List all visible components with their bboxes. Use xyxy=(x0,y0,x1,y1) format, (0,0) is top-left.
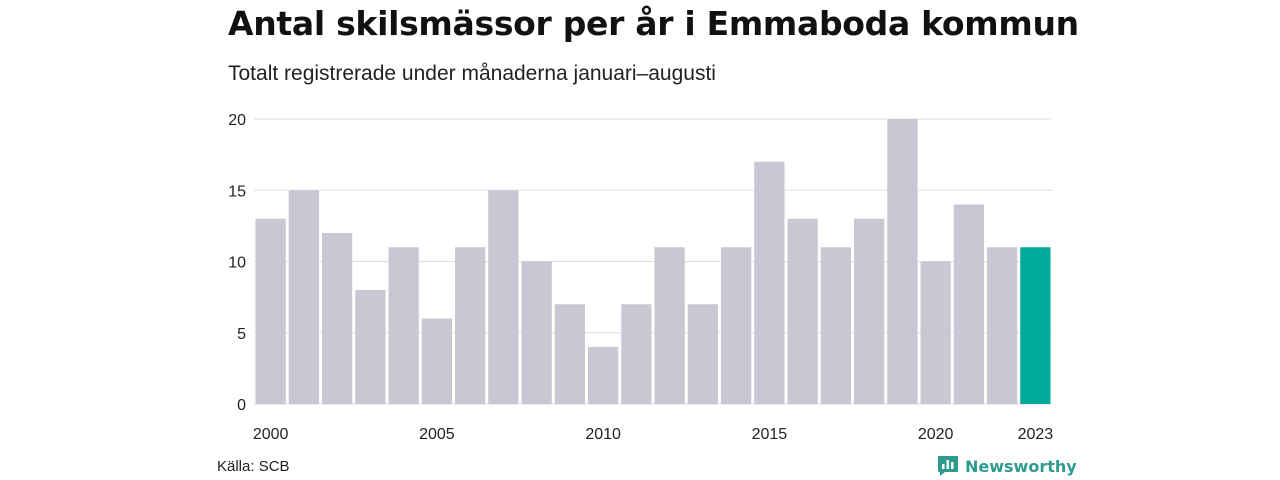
bar-2017 xyxy=(820,247,851,404)
bar-2002 xyxy=(322,233,353,404)
bar-2005 xyxy=(421,318,452,404)
bar-2013 xyxy=(687,304,718,404)
bar-2014 xyxy=(721,247,752,404)
bar-2012 xyxy=(654,247,685,404)
bar-2020 xyxy=(920,261,951,404)
bar-2006 xyxy=(455,247,486,404)
bar-2010 xyxy=(588,347,619,404)
x-tick-label: 2023 xyxy=(1018,426,1054,443)
bar-2019 xyxy=(887,119,918,404)
bar-2003 xyxy=(355,290,386,404)
bars xyxy=(255,119,1051,404)
bar-chart-speech-bubble-icon xyxy=(938,456,958,476)
y-tick-label: 5 xyxy=(237,326,246,343)
bar-2000 xyxy=(255,218,286,404)
y-axis-ticks: 0 5 10 15 20 xyxy=(228,112,246,414)
x-tick-label: 2005 xyxy=(419,426,455,443)
y-tick-label: 10 xyxy=(228,255,246,272)
source-note: Källa: SCB xyxy=(217,458,290,475)
grid-lines xyxy=(254,118,1052,405)
x-tick-label: 2000 xyxy=(253,426,289,443)
brand-logo: Newsworthy xyxy=(937,455,1077,477)
bar-2011 xyxy=(621,304,652,404)
bar-2021 xyxy=(953,204,984,404)
x-axis-ticks: 2000 2005 2010 2015 2020 2023 xyxy=(253,426,1053,443)
y-tick-label: 15 xyxy=(228,183,246,200)
chart-title: Antal skilsmässor per år i Emmaboda komm… xyxy=(228,4,1079,43)
x-tick-label: 2010 xyxy=(585,426,621,443)
bar-2023 xyxy=(1020,247,1051,404)
bar-2022 xyxy=(987,247,1018,404)
bar-2008 xyxy=(521,261,552,404)
bar-2004 xyxy=(388,247,419,404)
bar-2016 xyxy=(787,218,818,404)
chart-subtitle: Totalt registrerade under månaderna janu… xyxy=(228,62,716,85)
bar-2009 xyxy=(554,304,585,404)
x-tick-label: 2015 xyxy=(752,426,788,443)
bar-2015 xyxy=(754,161,785,404)
y-tick-label: 20 xyxy=(228,112,246,129)
brand-name: Newsworthy xyxy=(965,456,1077,476)
bar-2007 xyxy=(488,190,519,404)
bar-2001 xyxy=(288,190,319,404)
x-tick-label: 2020 xyxy=(918,426,954,443)
bar-2018 xyxy=(854,218,885,404)
y-tick-label: 0 xyxy=(237,397,246,414)
